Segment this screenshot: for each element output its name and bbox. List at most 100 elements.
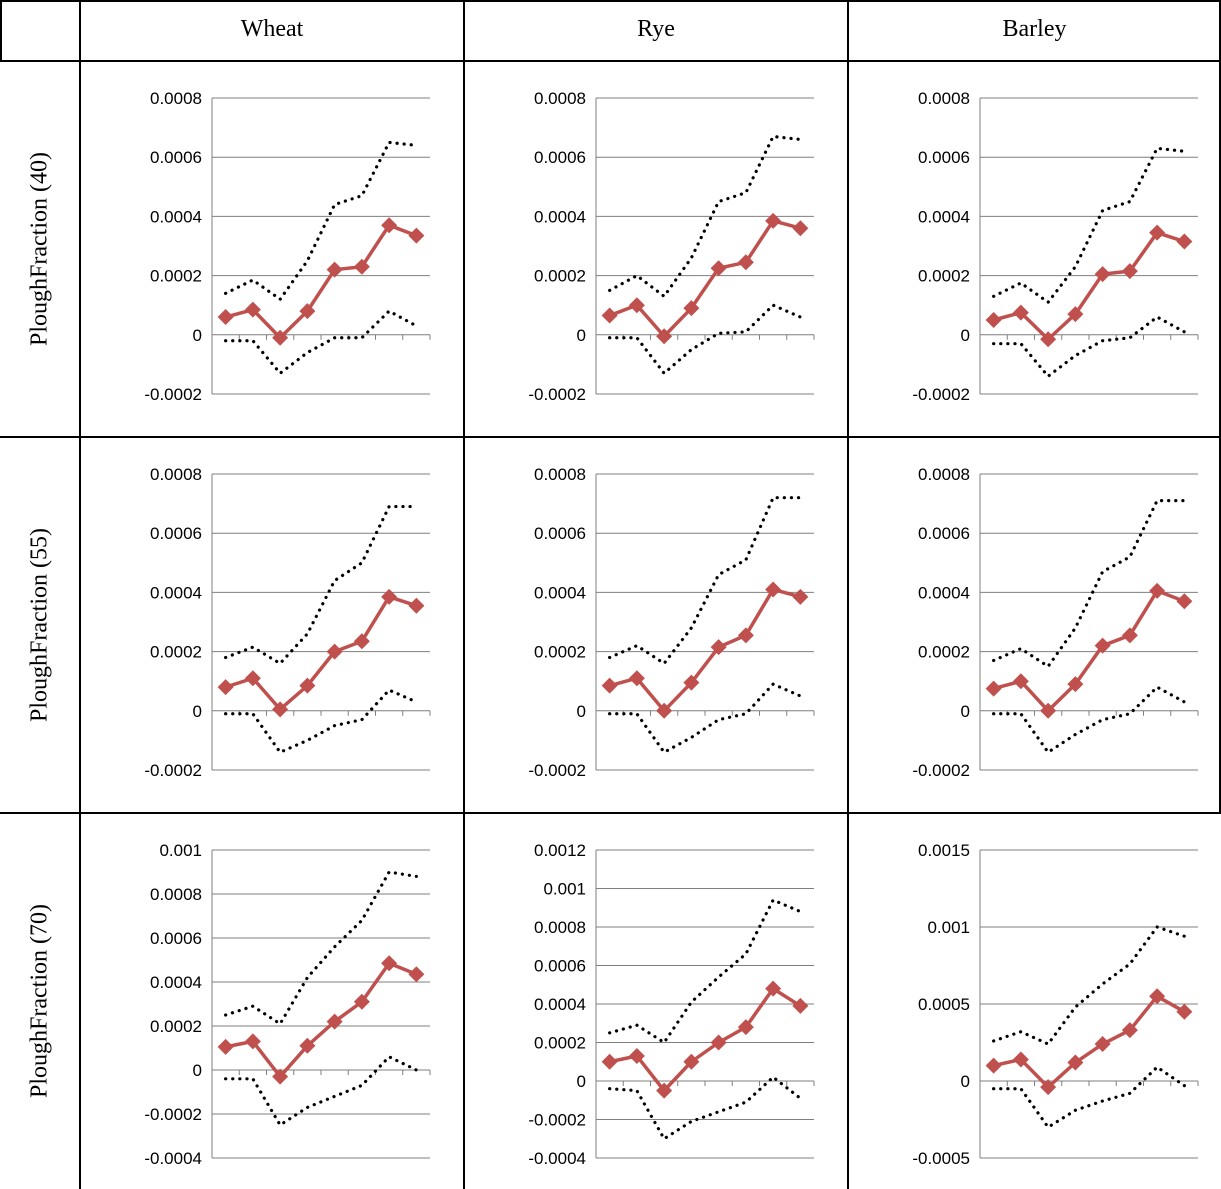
column-header-rye: Rye xyxy=(637,16,675,42)
estimate-point xyxy=(656,702,673,719)
y-tick-label: 0.0004 xyxy=(534,207,586,226)
estimate-point xyxy=(683,674,700,691)
estimate-point xyxy=(985,680,1002,697)
row-header-plough-55: PloughFraction (55) xyxy=(0,440,80,810)
estimate-point xyxy=(985,312,1002,328)
y-tick-label: 0.0006 xyxy=(150,148,202,167)
row-header-plough-40: PloughFraction (40) xyxy=(0,64,80,434)
estimate-point xyxy=(1176,593,1193,610)
estimate-point xyxy=(217,679,234,696)
estimate-point xyxy=(1067,1054,1084,1071)
y-tick-label: -0.0004 xyxy=(144,1149,202,1168)
y-tick-label: -0.0005 xyxy=(912,1149,970,1168)
estimate-point xyxy=(299,1037,316,1054)
y-tick-label: 0 xyxy=(193,702,202,721)
chart-wheat-plough-70: 0.001 0.0008 0.0006 0.0004 0.0002 0 -0.0002 -0.… xyxy=(144,841,431,1168)
upper-bound-line xyxy=(608,134,802,298)
estimate-point xyxy=(792,220,809,237)
lower-bound-line xyxy=(608,1075,802,1141)
y-tick-label: 0.0008 xyxy=(150,885,202,904)
y-tick-label: 0.0002 xyxy=(534,1034,586,1053)
estimate-point xyxy=(792,997,809,1014)
estimate-point xyxy=(244,301,261,318)
y-tick-label: -0.0002 xyxy=(528,1111,586,1130)
y-tick-label: 0 xyxy=(961,326,970,345)
y-tick-label: -0.0002 xyxy=(144,385,202,404)
estimate-point xyxy=(353,258,370,275)
estimate-point xyxy=(381,955,398,972)
row-header-label: PloughFraction (70) xyxy=(26,904,53,1098)
estimate-point xyxy=(765,212,782,229)
y-tick-label: 0.0008 xyxy=(534,465,586,484)
y-tick-label: 0.0004 xyxy=(534,583,586,602)
chart-barley-plough-70: 0.0015 0.001 0.0005 0 -0.0005 xyxy=(912,841,1199,1168)
estimate-point xyxy=(1040,702,1057,719)
estimate-line xyxy=(993,589,1185,713)
estimate-point xyxy=(683,300,700,317)
estimate-point xyxy=(1067,306,1084,323)
estimate-line xyxy=(609,986,802,1093)
y-tick-label: 0 xyxy=(577,1072,586,1091)
estimate-point xyxy=(1149,988,1166,1005)
y-tick-label: -0.0002 xyxy=(912,385,970,404)
estimate-point xyxy=(1121,1022,1138,1039)
estimate-point xyxy=(272,1068,289,1085)
upper-bound-line xyxy=(224,870,418,1026)
y-tick-label: 0.0006 xyxy=(150,524,202,543)
estimate-point xyxy=(408,227,425,244)
y-tick-label: 0.0008 xyxy=(534,89,586,108)
estimate-point xyxy=(601,1053,618,1070)
y-tick-label: -0.0002 xyxy=(144,761,202,780)
y-tick-label: 0.0002 xyxy=(918,267,970,286)
estimate-line xyxy=(225,961,418,1079)
y-tick-label: 0.001 xyxy=(159,841,202,860)
estimate-point xyxy=(792,588,809,605)
row-header-label: PloughFraction (40) xyxy=(26,152,53,346)
lower-bound-line xyxy=(992,1065,1186,1129)
chart-barley-plough-40: 0.0008 0.0006 0.0004 0.0002 0 -0.0002 xyxy=(912,89,1199,404)
y-tick-label: 0.001 xyxy=(543,880,586,899)
y-tick-label: 0.0006 xyxy=(918,524,970,543)
y-tick-label: 0.0002 xyxy=(534,267,586,286)
estimate-point xyxy=(737,254,754,271)
chart-rye-plough-70: 0.0012 0.001 0.0008 0.0006 0.0004 0.0002 0 -0.0… xyxy=(528,841,815,1168)
estimate-point xyxy=(1040,1079,1057,1096)
estimate-point xyxy=(299,303,316,320)
estimate-line xyxy=(993,230,1185,341)
y-tick-label: 0 xyxy=(577,702,586,721)
estimate-point xyxy=(1121,263,1138,280)
estimate-point xyxy=(1012,673,1029,690)
upper-bound-line xyxy=(224,504,418,666)
estimate-point xyxy=(1121,627,1138,644)
estimate-point xyxy=(628,297,645,314)
y-tick-label: 0.0006 xyxy=(534,524,586,543)
y-tick-label: 0.0008 xyxy=(150,465,202,484)
estimate-point xyxy=(601,307,618,324)
column-header-barley: Barley xyxy=(1002,16,1067,42)
lower-bound-line xyxy=(224,309,418,375)
estimate-point xyxy=(985,1057,1002,1074)
chart-barley-plough-55: 0.0008 0.0006 0.0004 0.0002 0 -0.0002 xyxy=(912,465,1199,780)
estimate-point xyxy=(381,217,398,234)
y-tick-label: 0.0004 xyxy=(150,207,202,226)
y-tick-label: 0.0002 xyxy=(534,643,586,662)
upper-bound-line xyxy=(608,898,802,1045)
y-tick-label: 0.0006 xyxy=(534,148,586,167)
estimate-point xyxy=(326,1013,343,1030)
chart-wheat-plough-40: 0.0008 0.0006 0.0004 0.0002 0 -0.0002 xyxy=(144,89,431,404)
lower-bound-line xyxy=(992,685,1186,754)
estimate-point xyxy=(272,329,289,346)
y-tick-label: 0 xyxy=(193,326,202,345)
estimate-line xyxy=(993,994,1186,1089)
y-tick-label: 0.0008 xyxy=(150,89,202,108)
y-tick-label: -0.0004 xyxy=(528,1149,586,1168)
estimate-point xyxy=(244,670,261,687)
estimate-point xyxy=(381,588,398,605)
estimate-point xyxy=(353,993,370,1010)
row-header-plough-70: PloughFraction (70) xyxy=(0,816,80,1186)
estimate-point xyxy=(326,643,343,660)
y-tick-label: 0.0004 xyxy=(150,973,202,992)
lower-bound-line xyxy=(224,688,418,754)
estimate-point xyxy=(601,677,618,694)
y-tick-label: 0.0008 xyxy=(534,918,586,937)
